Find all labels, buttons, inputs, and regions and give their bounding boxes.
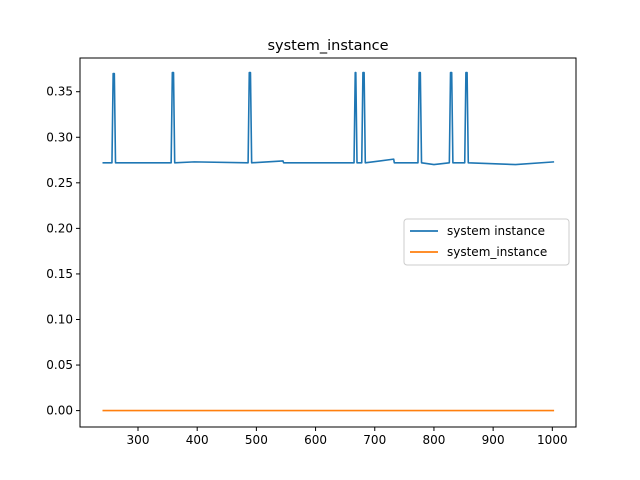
x-tick-label: 600 <box>304 433 327 447</box>
x-tick-label: 800 <box>422 433 445 447</box>
y-tick-label: 0.10 <box>46 312 73 326</box>
y-tick-label: 0.05 <box>46 358 73 372</box>
y-tick-label: 0.30 <box>46 130 73 144</box>
legend-label-1: system instance <box>447 224 545 238</box>
x-axis: 300 400 500 600 700 800 900 1000 <box>127 427 568 447</box>
x-tick-label: 300 <box>127 433 150 447</box>
x-tick-label: 700 <box>363 433 386 447</box>
x-tick-label: 400 <box>186 433 209 447</box>
legend-box <box>403 218 570 266</box>
x-tick-label: 900 <box>482 433 505 447</box>
series-line-1 <box>102 71 555 166</box>
y-tick-label: 0.00 <box>46 404 73 418</box>
y-axis: 0.00 0.05 0.10 0.15 0.20 0.25 0.30 0.35 <box>46 85 80 418</box>
x-tick-label: 500 <box>245 433 268 447</box>
y-tick-label: 0.35 <box>46 85 73 99</box>
y-tick-label: 0.15 <box>46 267 73 281</box>
y-tick-label: 0.20 <box>46 221 73 235</box>
x-tick-label: 1000 <box>537 433 568 447</box>
series-layer <box>102 71 555 412</box>
chart-title: system_instance <box>267 38 388 54</box>
legend-label-2: system_instance <box>447 245 547 259</box>
legend: system instance system_instance <box>403 218 570 266</box>
y-tick-label: 0.25 <box>46 176 73 190</box>
plot-frame <box>79 57 577 428</box>
